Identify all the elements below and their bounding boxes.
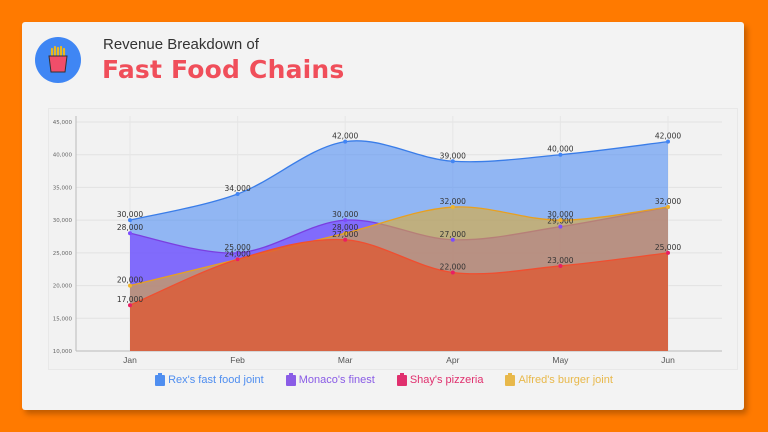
data-point [450, 205, 455, 210]
legend-swatch-icon [285, 372, 296, 386]
data-label: 32,000 [655, 197, 681, 206]
y-tick-label: 15,000 [53, 316, 73, 322]
data-point [128, 303, 132, 308]
data-label: 32,000 [440, 197, 466, 206]
data-point [128, 283, 132, 288]
data-point [343, 139, 348, 144]
x-tick-label: Mar [338, 355, 353, 365]
data-point [235, 250, 240, 255]
data-point [558, 218, 563, 223]
data-label: 23,000 [547, 256, 573, 265]
y-tick-label: 35,000 [53, 185, 73, 191]
data-label: 39,000 [440, 151, 466, 160]
legend-swatch-icon [155, 372, 166, 386]
y-tick-label: 30,000 [53, 218, 73, 224]
y-tick-label: 25,000 [53, 251, 73, 257]
x-tick-label: Jun [661, 355, 675, 365]
data-label: 27,000 [332, 230, 358, 239]
data-point [235, 191, 240, 196]
line-rex-s-fast-food-joint [129, 140, 669, 221]
data-point [450, 270, 455, 275]
data-point [343, 237, 348, 242]
data-point [558, 152, 563, 157]
data-point [128, 231, 132, 236]
data-label: 30,000 [547, 210, 573, 219]
chart-subtitle: Revenue Breakdown of [103, 36, 259, 53]
x-tick-label: Apr [446, 355, 459, 365]
data-point [343, 231, 348, 236]
data-label: 40,000 [547, 145, 573, 154]
data-label: 42,000 [332, 132, 358, 141]
legend-item[interactable]: Rex's fast food joint [155, 372, 264, 386]
line-alfred-s-burger-joint [129, 206, 669, 287]
data-label: 20,000 [117, 276, 143, 285]
legend-swatch-icon [505, 372, 516, 386]
data-label: 42,000 [655, 132, 681, 141]
data-point [450, 159, 455, 164]
chart-title: Fast Food Chains [102, 55, 345, 84]
data-label: 28,000 [117, 223, 143, 232]
data-point [450, 237, 455, 242]
data-point [558, 263, 563, 268]
french-fries-icon [35, 37, 81, 83]
legend-label: Alfred's burger joint [518, 374, 613, 386]
data-label: 25,000 [655, 243, 681, 252]
data-point [666, 139, 670, 144]
y-tick-label: 45,000 [53, 120, 73, 126]
data-label: 17,000 [117, 295, 143, 304]
data-point [235, 257, 240, 262]
data-label: 34,000 [224, 184, 250, 193]
legend-swatch-icon [396, 372, 407, 386]
data-label: 22,000 [440, 262, 466, 271]
data-point [558, 224, 563, 229]
data-point [666, 250, 670, 255]
y-tick-label: 20,000 [53, 284, 73, 290]
legend-label: Shay's pizzeria [409, 374, 484, 386]
data-point [343, 218, 348, 223]
y-tick-label: 40,000 [53, 153, 73, 159]
x-tick-label: Jan [123, 355, 137, 365]
legend-item[interactable]: Monaco's finest [285, 372, 375, 386]
legend-item[interactable]: Alfred's burger joint [505, 372, 613, 386]
x-tick-label: May [552, 355, 569, 365]
data-label: 30,000 [117, 210, 143, 219]
data-label: 30,000 [332, 210, 358, 219]
data-label: 27,000 [440, 230, 466, 239]
line-shay-s-pizzeria [129, 238, 669, 306]
legend: Rex's fast food joint Monaco's finest Shay… [0, 372, 768, 386]
legend-label: Rex's fast food joint [168, 374, 264, 386]
x-tick-label: Feb [230, 355, 245, 365]
legend-label: Monaco's finest [298, 374, 375, 386]
area-shay-s-pizzeria [130, 239, 668, 351]
data-label: 28,000 [332, 223, 358, 232]
legend-item[interactable]: Shay's pizzeria [396, 372, 484, 386]
data-point [128, 218, 132, 223]
data-label: 24,000 [224, 249, 250, 258]
data-label: 25,000 [224, 243, 250, 252]
y-tick-label: 10,000 [53, 349, 73, 355]
data-point [666, 205, 670, 210]
